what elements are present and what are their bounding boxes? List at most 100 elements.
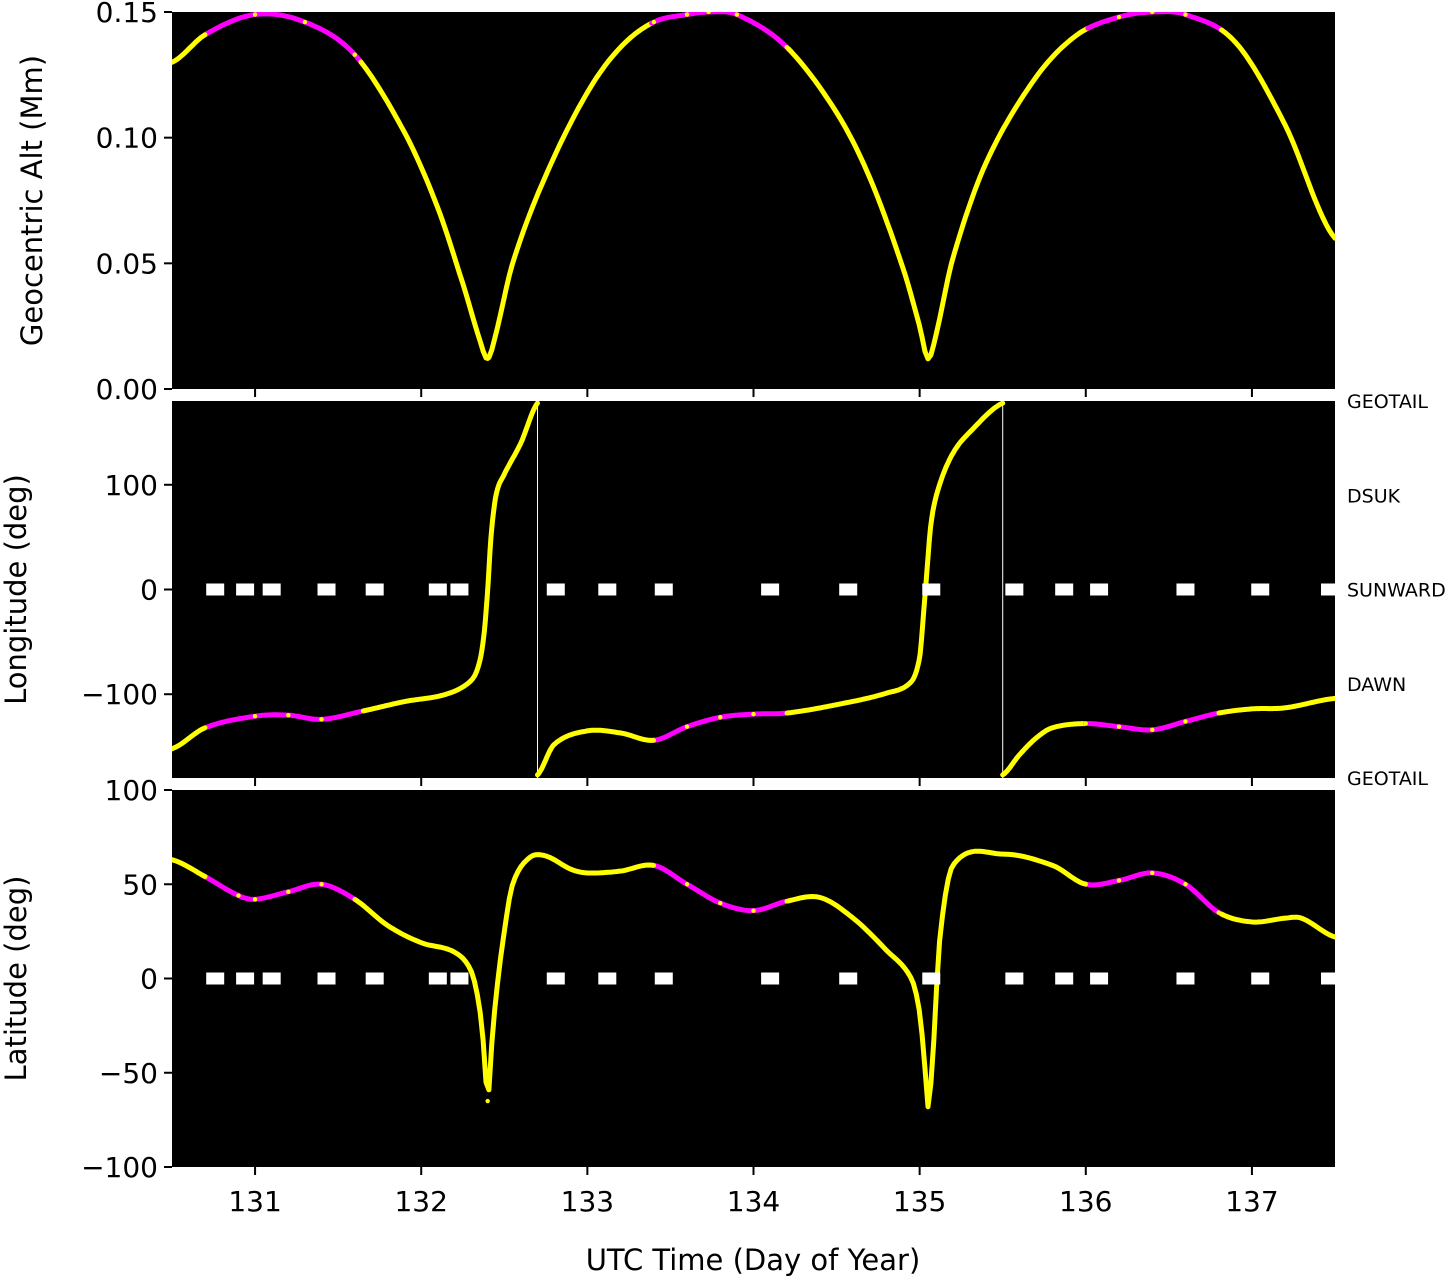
data-point [1000, 772, 1005, 778]
data-point [909, 976, 914, 981]
series-line [352, 852, 658, 1093]
data-point [684, 724, 690, 729]
event-marker [546, 972, 565, 985]
data-point [1033, 75, 1039, 80]
data-point [1216, 710, 1221, 716]
data-point [488, 534, 494, 540]
event-marker [1321, 583, 1335, 596]
data-point [252, 714, 258, 719]
event-marker [1176, 972, 1195, 985]
y-tick-label: 0 [140, 963, 158, 996]
data-point [1282, 915, 1288, 921]
series-line [361, 401, 540, 714]
event-marker [922, 583, 941, 596]
data-point [252, 12, 258, 17]
data-point [651, 19, 657, 25]
event-marker [598, 583, 617, 596]
data-point [319, 882, 324, 887]
event-marker [317, 583, 336, 596]
data-point [1332, 696, 1335, 701]
data-point [950, 256, 956, 261]
region-label: GEOTAIL [1347, 391, 1428, 413]
event-marker [1176, 583, 1195, 596]
data-point [909, 679, 914, 684]
x-tick-label: 136 [1059, 1185, 1112, 1218]
data-point [468, 678, 474, 683]
data-point [1233, 39, 1238, 45]
data-point [784, 899, 789, 904]
series-line [358, 20, 655, 361]
data-point [352, 897, 357, 902]
event-marker [450, 583, 469, 596]
event-marker [365, 583, 384, 596]
data-point [385, 923, 391, 928]
data-point [751, 711, 756, 717]
data-point [460, 281, 465, 286]
data-point [1282, 705, 1288, 711]
data-point [535, 772, 540, 778]
data-point [751, 908, 756, 913]
event-marker [598, 972, 617, 985]
data-point [651, 738, 657, 743]
data-point [419, 940, 424, 945]
data-point [983, 160, 989, 165]
data-point [1000, 851, 1005, 857]
data-point [452, 949, 457, 955]
event-marker [236, 972, 255, 985]
event-marker [1251, 972, 1270, 985]
data-point [618, 44, 623, 50]
data-point [1332, 236, 1335, 241]
data-point [1150, 727, 1155, 733]
data-point [236, 893, 241, 898]
x-tick-label: 131 [228, 1185, 281, 1218]
series-line-highlighted [649, 12, 791, 52]
data-point [435, 205, 441, 211]
y-tick-label: −100 [81, 1151, 158, 1184]
data-point [900, 266, 906, 271]
data-point [468, 968, 474, 974]
plot-area [172, 12, 1335, 362]
data-point [482, 629, 487, 634]
data-point [937, 938, 942, 943]
longitude-panel: −100 0 100 GEOTAIL DSUK SUNWARD DAWN GEOTAIL Lon… [0, 391, 1446, 790]
data-point [920, 618, 926, 624]
x-tick-label: 135 [893, 1185, 946, 1218]
data-point [922, 1061, 927, 1066]
data-point [203, 874, 208, 879]
data-point [585, 870, 590, 876]
data-point [718, 715, 723, 720]
y-tick-label: 0.15 [96, 0, 158, 29]
y-tick-label: 100 [105, 774, 158, 807]
data-point [684, 12, 690, 17]
data-point [1332, 934, 1335, 940]
data-point [352, 52, 357, 57]
data-point [834, 110, 839, 115]
data-point [1116, 724, 1122, 729]
y-tick-label: 0.00 [96, 373, 158, 406]
event-marker [654, 972, 673, 985]
x-axis-label: UTC Time (Day of Year) [586, 1243, 921, 1277]
data-point [1116, 878, 1122, 883]
data-point [551, 742, 557, 747]
data-point [618, 730, 623, 736]
event-marker [1090, 583, 1109, 596]
series-line-highlighted [1085, 12, 1225, 33]
series-line [1217, 695, 1335, 716]
data-point [925, 356, 931, 362]
latitude-panel: −100 −50 0 50 100 131 132 133 134 135 136 137 Latitu… [0, 774, 1335, 1218]
data-point [917, 1010, 922, 1015]
series-line-highlighted [204, 12, 364, 65]
y-tick-label: 0.10 [96, 122, 158, 155]
plot-background [172, 790, 1335, 1167]
data-point [706, 12, 711, 15]
data-point [930, 1051, 936, 1057]
data-point [477, 660, 482, 666]
data-point [1050, 863, 1055, 868]
data-point [585, 90, 590, 95]
data-point [443, 692, 449, 697]
data-point [934, 331, 939, 336]
data-point [784, 44, 789, 50]
event-marker [1090, 972, 1109, 985]
event-marker [428, 583, 447, 596]
data-point [252, 897, 258, 902]
